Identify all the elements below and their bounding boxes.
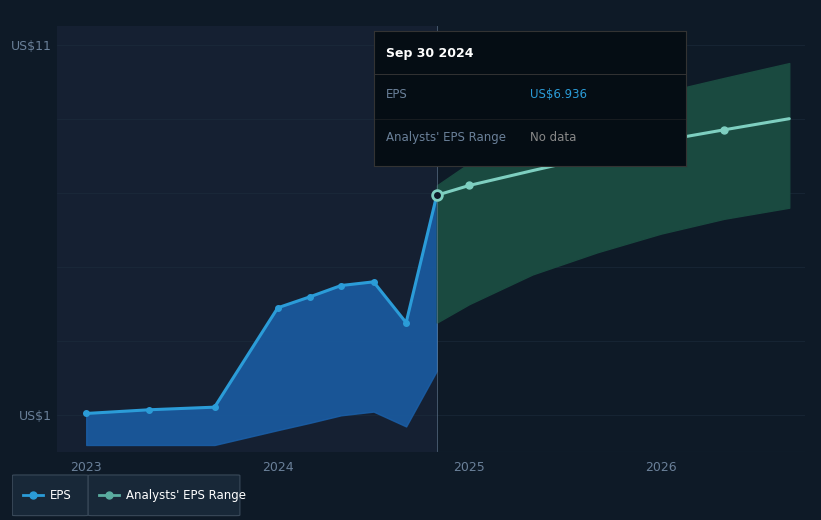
Text: Analysts' EPS Range: Analysts' EPS Range — [386, 131, 506, 144]
Text: EPS: EPS — [386, 88, 408, 101]
Text: US$6.936: US$6.936 — [530, 88, 586, 101]
Text: Actual: Actual — [392, 59, 429, 72]
Text: No data: No data — [530, 131, 576, 144]
Text: Analysts' EPS Range: Analysts' EPS Range — [126, 489, 246, 502]
Text: Analysts Forecasts: Analysts Forecasts — [452, 59, 562, 72]
FancyBboxPatch shape — [12, 475, 88, 516]
FancyBboxPatch shape — [88, 475, 240, 516]
Text: EPS: EPS — [50, 489, 72, 502]
Bar — [57, 26, 437, 452]
Text: Sep 30 2024: Sep 30 2024 — [386, 47, 474, 60]
